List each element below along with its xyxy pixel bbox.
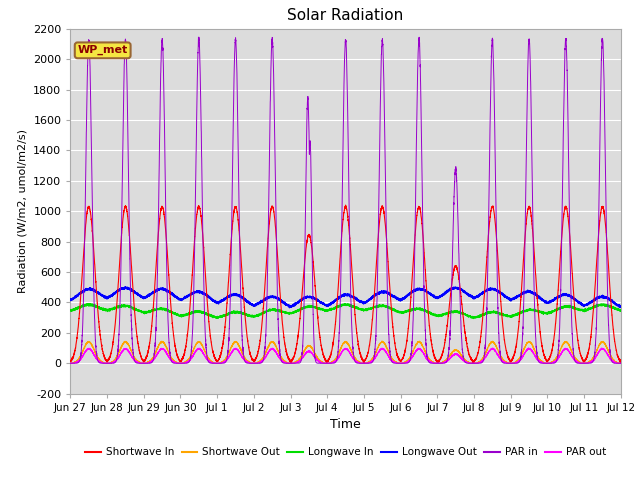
Legend: Shortwave In, Shortwave Out, Longwave In, Longwave Out, PAR in, PAR out: Shortwave In, Shortwave Out, Longwave In… xyxy=(81,443,611,461)
Y-axis label: Radiation (W/m2, umol/m2/s): Radiation (W/m2, umol/m2/s) xyxy=(17,129,28,293)
Text: WP_met: WP_met xyxy=(77,45,128,56)
Title: Solar Radiation: Solar Radiation xyxy=(287,9,404,24)
X-axis label: Time: Time xyxy=(330,418,361,431)
